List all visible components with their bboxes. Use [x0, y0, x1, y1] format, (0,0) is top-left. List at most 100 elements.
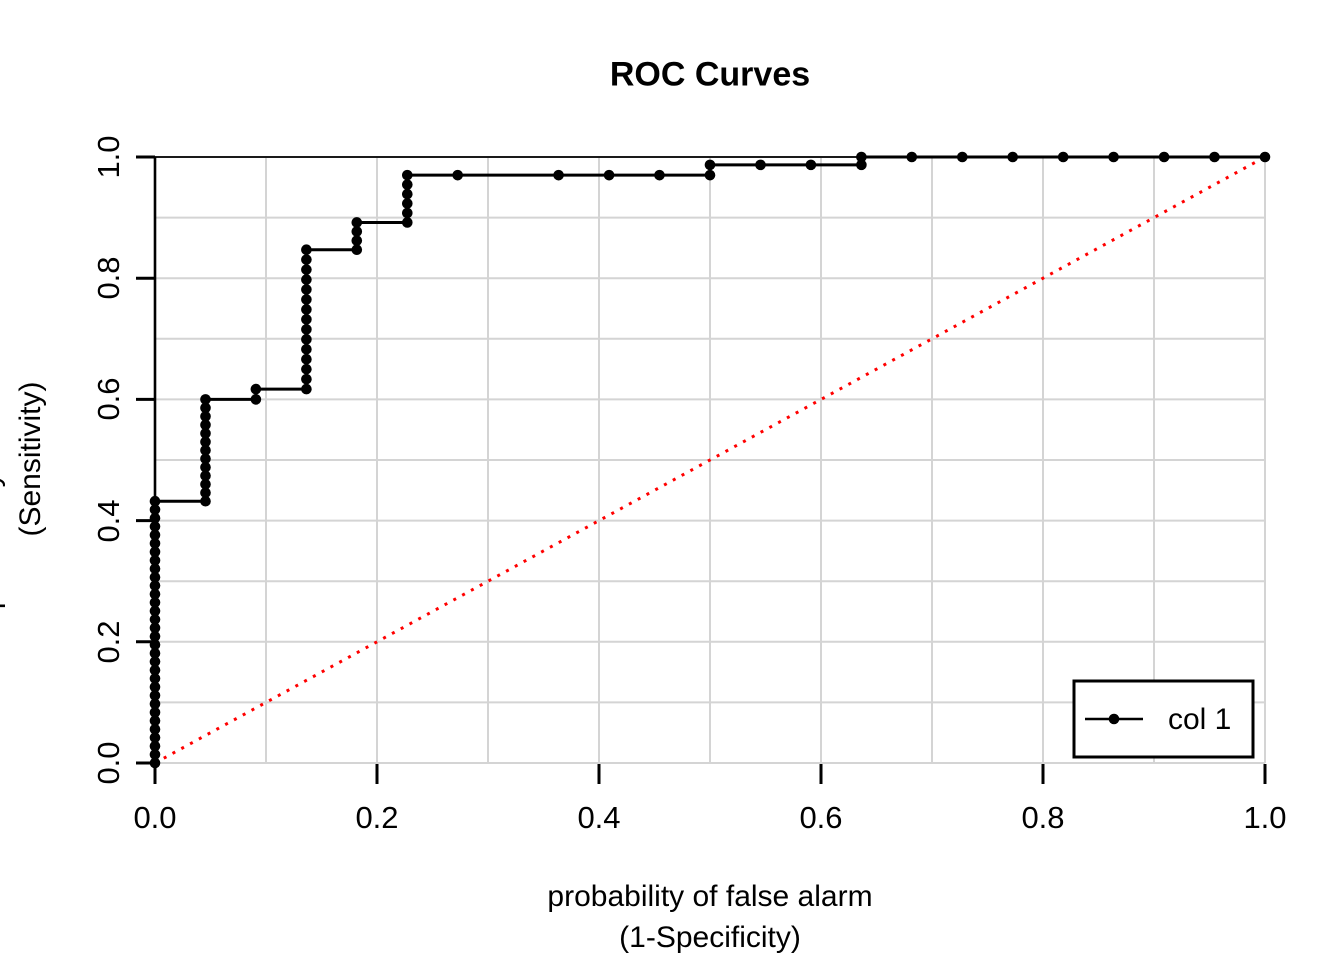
roc-marker-dot: [200, 436, 211, 448]
y-tick-label: 0.4: [91, 499, 126, 543]
roc-marker-dot: [351, 217, 363, 228]
y-tick-label: 1.0: [91, 135, 126, 179]
x-tick-label: 0.0: [133, 800, 177, 835]
roc-marker-dot: [149, 597, 161, 608]
roc-marker-dot: [149, 681, 161, 693]
y-tick-label: 0.8: [91, 256, 126, 300]
roc-marker-dot: [402, 198, 413, 209]
y-tick-label: 0.2: [91, 620, 126, 664]
roc-marker-dot: [1108, 151, 1119, 163]
roc-marker-dot: [1209, 151, 1220, 163]
roc-marker-dot: [301, 343, 312, 355]
roc-marker-dot: [149, 580, 161, 591]
roc-marker-dot: [301, 254, 312, 265]
roc-marker-dot: [149, 504, 161, 515]
roc-marker-dot: [301, 383, 312, 395]
roc-marker-dot: [149, 555, 161, 566]
roc-marker-dot: [351, 226, 363, 237]
roc-marker-dot: [200, 487, 211, 499]
roc-marker-dot: [402, 188, 413, 200]
roc-marker-dot: [200, 394, 211, 405]
roc-marker-dot: [149, 647, 161, 659]
roc-marker-dot: [704, 159, 716, 171]
roc-marker-dot: [149, 571, 161, 583]
roc-marker-dot: [200, 470, 211, 482]
roc-marker-dot: [149, 631, 161, 642]
roc-marker-dot: [149, 656, 161, 667]
roc-marker-dot: [402, 169, 413, 181]
legend-entry-label: col 1: [1168, 703, 1232, 736]
roc-marker-dot: [149, 614, 161, 625]
roc-marker-dot: [856, 151, 867, 163]
legend-marker-dot: [1108, 713, 1120, 725]
roc-marker-dot: [1057, 151, 1069, 163]
roc-marker-dot: [301, 334, 312, 345]
roc-marker-dot: [906, 151, 918, 163]
y-axis-label-line2: (Sensitivity): [14, 381, 47, 537]
y-tick-label: 0.0: [91, 741, 126, 785]
roc-marker-dot: [704, 169, 716, 181]
roc-marker-dot: [200, 453, 211, 465]
roc-marker-dot: [603, 169, 615, 181]
roc-marker-dot: [149, 757, 161, 769]
roc-marker-dot: [1007, 151, 1018, 163]
x-tick-label: 1.0: [1243, 800, 1287, 835]
y-tick-label: 0.6: [91, 377, 126, 421]
roc-marker-dot: [553, 169, 564, 181]
roc-marker-dot: [149, 664, 161, 676]
chart-title: ROC Curves: [609, 55, 811, 94]
roc-marker-dot: [351, 244, 363, 256]
roc-marker-dot: [957, 151, 968, 163]
roc-marker-dot: [149, 749, 161, 760]
roc-marker-dot: [149, 495, 161, 507]
roc-marker-dot: [200, 461, 211, 473]
roc-marker-dot: [149, 529, 161, 541]
roc-marker-dot: [149, 512, 161, 524]
roc-marker-dot: [805, 159, 817, 171]
x-axis-label-line1: probability of false alarm: [547, 880, 873, 913]
roc-marker-dot: [452, 169, 463, 181]
roc-marker-dot: [755, 159, 766, 171]
roc-marker-dot: [149, 715, 161, 727]
roc-marker-dot: [402, 217, 413, 228]
roc-marker-dot: [1259, 151, 1271, 163]
roc-marker-dot: [149, 690, 161, 701]
roc-marker-dot: [200, 445, 211, 456]
roc-marker-dot: [149, 538, 161, 549]
roc-marker-dot: [149, 673, 161, 684]
roc-marker-dot: [200, 419, 211, 431]
roc-marker-dot: [654, 169, 665, 181]
roc-marker-dot: [301, 304, 312, 315]
roc-marker-dot: [200, 495, 211, 507]
roc-marker-dot: [200, 402, 211, 414]
roc-marker-dot: [301, 353, 312, 365]
roc-marker-dot: [1158, 151, 1170, 163]
roc-marker-dot: [149, 639, 161, 651]
roc-marker-dot: [149, 732, 161, 743]
roc-marker-dot: [200, 411, 211, 422]
y-axis-label-line1: probability of detection: [0, 308, 6, 610]
roc-marker-dot: [301, 294, 312, 305]
roc-marker-dot: [149, 707, 161, 718]
roc-marker-dot: [301, 363, 312, 375]
roc-marker-dot: [149, 563, 161, 575]
roc-marker-dot: [149, 605, 161, 617]
roc-marker-dot: [856, 159, 867, 171]
roc-marker-dot: [149, 698, 161, 710]
x-tick-label: 0.2: [355, 800, 399, 835]
roc-marker-dot: [200, 428, 211, 439]
x-axis-label-line2: (1-Specificity): [619, 921, 801, 954]
roc-marker-dot: [200, 478, 211, 490]
roc-marker-dot: [250, 394, 262, 405]
roc-marker-dot: [149, 723, 161, 735]
roc-marker-dot: [301, 373, 312, 385]
roc-marker-dot: [402, 179, 413, 190]
roc-marker-dot: [149, 546, 161, 558]
roc-marker-dot: [149, 740, 161, 752]
x-tick-label: 0.4: [577, 800, 621, 835]
roc-marker-dot: [301, 274, 312, 285]
x-tick-label: 0.6: [799, 800, 843, 835]
roc-marker-dot: [149, 588, 161, 600]
roc-marker-dot: [301, 324, 312, 335]
